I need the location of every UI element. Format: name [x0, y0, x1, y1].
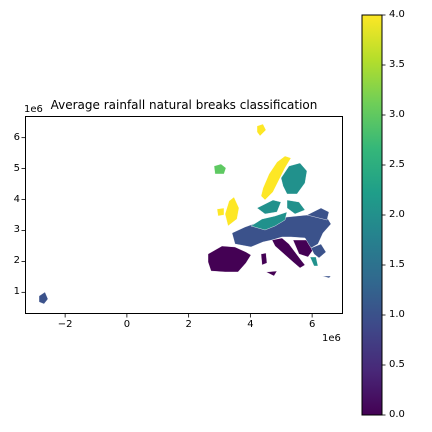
colorbar-ticks	[382, 14, 386, 416]
region-germany	[250, 211, 288, 231]
x-axis-ticks	[64, 314, 313, 318]
colorbar-tick-label: 1.5	[389, 259, 405, 270]
region-norway	[260, 155, 292, 201]
colorbar-tick-label: 0.5	[389, 359, 405, 370]
region-ireland	[216, 207, 225, 217]
x-tick-label: 0	[123, 319, 131, 330]
y-tick-label: 4	[13, 193, 20, 205]
region-cyprus	[321, 275, 332, 279]
x-tick-label: 4	[247, 319, 254, 330]
region-iberia	[207, 245, 252, 273]
region-atlantic-islands	[38, 291, 49, 305]
region-scandinavia-south	[256, 199, 282, 215]
y-tick-label: 1	[13, 286, 20, 298]
colorbar-tick-label: 2.5	[389, 159, 405, 170]
y-tick-label: 3	[13, 224, 20, 236]
region-great-britain	[224, 196, 240, 227]
x-tick-label: 2	[185, 319, 192, 330]
colorbar	[361, 14, 386, 416]
region-eastern-europe	[306, 207, 330, 221]
chart-title: Average rainfall natural breaks classifi…	[50, 98, 318, 112]
colorbar-tick-label: 3.5	[389, 59, 405, 70]
x-tick-label: 6	[308, 319, 316, 330]
region-baltics	[286, 199, 306, 215]
y-tick-label: 6	[13, 131, 20, 143]
region-balkans-east	[310, 243, 327, 259]
region-svalbard	[256, 123, 267, 137]
colorbar-tick-label: 0.0	[389, 409, 405, 420]
x-tick-label: −2	[57, 319, 73, 330]
region-sardinia	[260, 252, 268, 266]
regions	[38, 123, 332, 305]
y-axis-ticks	[21, 137, 25, 293]
colorbar-tick-label: 1.0	[389, 309, 405, 320]
colorbar-tick-label: 3.0	[389, 109, 405, 120]
region-balkans-west	[292, 239, 314, 258]
region-finland	[280, 162, 308, 195]
colorbar-bar	[361, 14, 383, 416]
region-italy	[271, 237, 306, 269]
y-axis-exponent: 1e6	[24, 104, 43, 115]
colorbar-gradient	[361, 14, 386, 416]
colorbar-tick-label: 2.0	[389, 209, 405, 220]
colorbar-tick-label: 4.0	[389, 9, 405, 20]
choropleth-map	[21, 116, 343, 318]
region-iceland	[213, 163, 227, 175]
y-tick-label: 5	[13, 162, 20, 174]
axes-frame	[25, 116, 343, 314]
y-tick-label: 2	[13, 255, 20, 267]
region-sicily	[265, 270, 278, 277]
map-axes	[21, 116, 343, 318]
region-greece	[309, 256, 319, 267]
x-axis-exponent: 1e6	[322, 333, 341, 344]
